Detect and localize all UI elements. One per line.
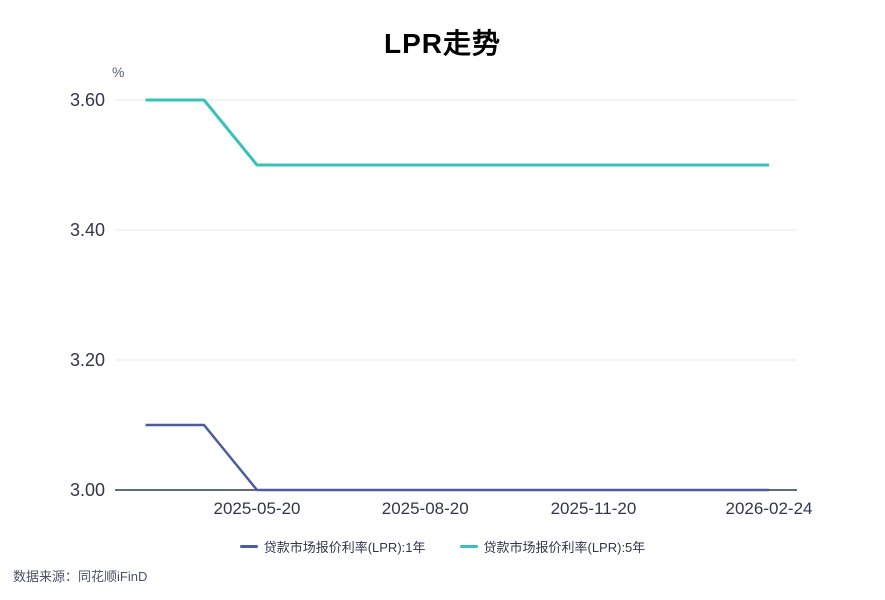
legend-swatch-icon bbox=[459, 544, 478, 549]
y-axis-unit-label: % bbox=[112, 64, 125, 80]
legend-item-lpr-1y[interactable]: 贷款市场报价利率(LPR):1年 bbox=[239, 537, 426, 556]
chart-title: LPR走势 bbox=[383, 28, 501, 59]
legend-swatch-icon bbox=[239, 544, 258, 549]
legend-label: 贷款市场报价利率(LPR):1年 bbox=[263, 540, 426, 555]
series-line-2 bbox=[145, 98, 769, 167]
legend: 贷款市场报价利率(LPR):1年 贷款市场报价利率(LPR):5年 bbox=[0, 537, 885, 556]
x-tick-label: 2025-05-20 bbox=[213, 499, 301, 518]
legend-item-lpr-5y[interactable]: 贷款市场报价利率(LPR):5年 bbox=[459, 537, 646, 556]
data-source-note: 数据来源：同花顺iFinD bbox=[13, 569, 148, 584]
x-tick-label: 2026-02-24 bbox=[725, 499, 813, 518]
series-line-1 bbox=[145, 423, 769, 492]
x-tick-label: 2025-08-20 bbox=[381, 499, 469, 518]
y-tick-label: 3.20 bbox=[69, 350, 105, 370]
y-tick-label: 3.00 bbox=[69, 480, 105, 500]
series-lines bbox=[145, 98, 769, 492]
x-tick-label: 2025-11-20 bbox=[550, 499, 637, 518]
y-tick-label: 3.40 bbox=[69, 220, 105, 240]
y-tick-label: 3.60 bbox=[69, 90, 105, 110]
gridlines bbox=[115, 99, 797, 361]
legend-label: 贷款市场报价利率(LPR):5年 bbox=[483, 540, 646, 555]
